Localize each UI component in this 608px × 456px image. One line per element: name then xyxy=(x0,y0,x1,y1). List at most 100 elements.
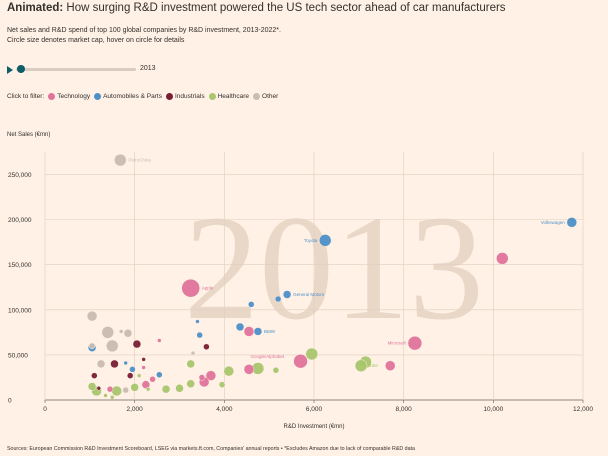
filter-industrials[interactable]: Industrials xyxy=(165,93,205,100)
data-point[interactable] xyxy=(136,373,142,378)
data-point[interactable] xyxy=(243,364,255,375)
technology-dot-icon xyxy=(48,93,56,100)
point-label: BMW xyxy=(264,329,276,334)
filter-other[interactable]: Other xyxy=(253,93,278,100)
year-slider-track[interactable] xyxy=(16,68,136,71)
filter-automobiles[interactable]: Automobiles & Parts xyxy=(94,93,162,100)
healthcare-dot-icon xyxy=(208,93,216,100)
data-point[interactable] xyxy=(101,326,115,339)
x-tick-label: 0 xyxy=(43,406,47,413)
point-label: General Motors xyxy=(293,292,325,297)
data-point[interactable] xyxy=(141,380,151,389)
data-point[interactable] xyxy=(106,339,119,353)
data-point[interactable] xyxy=(126,372,134,379)
x-axis-label: R&D Investment (€mn) xyxy=(283,424,344,430)
point-label: Microsoft xyxy=(388,341,407,346)
data-point[interactable] xyxy=(384,360,396,371)
data-point[interactable] xyxy=(175,384,184,393)
data-point[interactable] xyxy=(86,310,98,322)
data-point[interactable] xyxy=(87,382,97,391)
data-point[interactable] xyxy=(141,365,146,370)
data-point[interactable] xyxy=(130,383,139,392)
data-point[interactable] xyxy=(123,329,133,338)
data-point[interactable] xyxy=(305,347,319,361)
filter-healthcare[interactable]: Healthcare xyxy=(208,93,249,100)
data-point[interactable] xyxy=(318,234,332,247)
point-label: Apple xyxy=(202,286,214,291)
data-point[interactable] xyxy=(190,350,196,356)
data-point[interactable] xyxy=(114,153,127,167)
data-point[interactable] xyxy=(110,359,119,369)
data-point[interactable] xyxy=(566,217,578,228)
data-point[interactable] xyxy=(181,278,200,298)
data-point[interactable] xyxy=(149,376,156,383)
data-point[interactable] xyxy=(141,357,146,362)
category-filter: Click to filter: Technology Automobiles … xyxy=(7,93,278,100)
data-point[interactable] xyxy=(407,335,423,351)
y-tick-label: 150,000 xyxy=(8,262,32,269)
y-tick-label: 100,000 xyxy=(8,307,32,314)
data-point[interactable] xyxy=(161,384,171,394)
data-point[interactable] xyxy=(243,326,255,337)
data-point[interactable] xyxy=(223,365,235,377)
data-point[interactable] xyxy=(235,322,245,332)
data-point[interactable] xyxy=(218,381,226,388)
point-label: PetroChina xyxy=(128,158,151,163)
subtitle-line-2: Circle size denotes market cap, hover on… xyxy=(7,37,185,44)
data-point[interactable] xyxy=(103,393,108,398)
data-point[interactable] xyxy=(106,385,114,393)
data-point[interactable] xyxy=(111,385,122,397)
x-tick-label: 2,000 xyxy=(127,406,144,413)
other-dot-icon xyxy=(253,93,261,100)
data-point[interactable] xyxy=(91,372,98,379)
data-point[interactable] xyxy=(88,342,96,350)
data-point[interactable] xyxy=(123,360,128,366)
x-axis-ticks: 0 2,000 4,000 6,000 8,000 10,000 12,000 xyxy=(43,406,593,413)
data-point[interactable] xyxy=(205,370,217,381)
title-rest: How surging R&D investment powered the U… xyxy=(63,2,506,14)
source-note: Sources: European Commission R&D Investm… xyxy=(7,446,415,452)
data-point[interactable] xyxy=(293,353,308,369)
x-tick-label: 4,000 xyxy=(216,406,233,413)
year-label: 2013 xyxy=(140,65,156,72)
data-point[interactable] xyxy=(110,395,115,400)
data-point[interactable] xyxy=(354,359,368,372)
point-label: Google/Alphabet xyxy=(251,354,285,359)
data-point[interactable] xyxy=(186,379,195,389)
data-point[interactable] xyxy=(157,338,162,343)
data-point[interactable] xyxy=(96,386,102,391)
year-slider-thumb[interactable] xyxy=(17,65,26,73)
data-point[interactable] xyxy=(272,366,280,374)
data-point[interactable] xyxy=(282,290,292,299)
y-tick-label: 0 xyxy=(8,398,12,405)
chart-title: Animated: How surging R&D investment pow… xyxy=(7,2,506,14)
data-point[interactable] xyxy=(247,301,255,308)
subtitle-line-1: Net sales and R&D spend of top 100 globa… xyxy=(7,27,281,34)
x-tick-label: 12,000 xyxy=(573,406,593,413)
filter-technology[interactable]: Technology xyxy=(48,93,90,100)
play-button[interactable] xyxy=(7,66,13,74)
data-point[interactable] xyxy=(129,366,136,373)
data-point[interactable] xyxy=(198,374,206,381)
data-point[interactable] xyxy=(118,329,124,334)
filter-other-label: Other xyxy=(262,93,279,100)
data-point[interactable] xyxy=(274,295,282,303)
data-point[interactable] xyxy=(253,327,263,336)
gridlines xyxy=(44,152,584,403)
scatter-chart: 2013 0 50,000 100,000 150,000 200,000 250,000… xyxy=(7,132,593,430)
data-point[interactable] xyxy=(96,359,106,369)
background-year: 2013 xyxy=(184,185,484,351)
data-points xyxy=(86,153,578,400)
data-point[interactable] xyxy=(156,371,163,378)
y-axis-label: Net Sales (€mn) xyxy=(7,132,50,138)
point-label: Toyota xyxy=(304,238,318,243)
data-point[interactable] xyxy=(186,359,195,369)
data-point[interactable] xyxy=(203,343,210,351)
data-point[interactable] xyxy=(196,331,203,339)
x-tick-label: 10,000 xyxy=(483,406,503,413)
data-point[interactable] xyxy=(195,319,200,324)
data-point[interactable] xyxy=(496,252,509,265)
data-point[interactable] xyxy=(132,339,142,349)
data-point[interactable] xyxy=(122,386,129,394)
data-point[interactable] xyxy=(145,386,151,392)
